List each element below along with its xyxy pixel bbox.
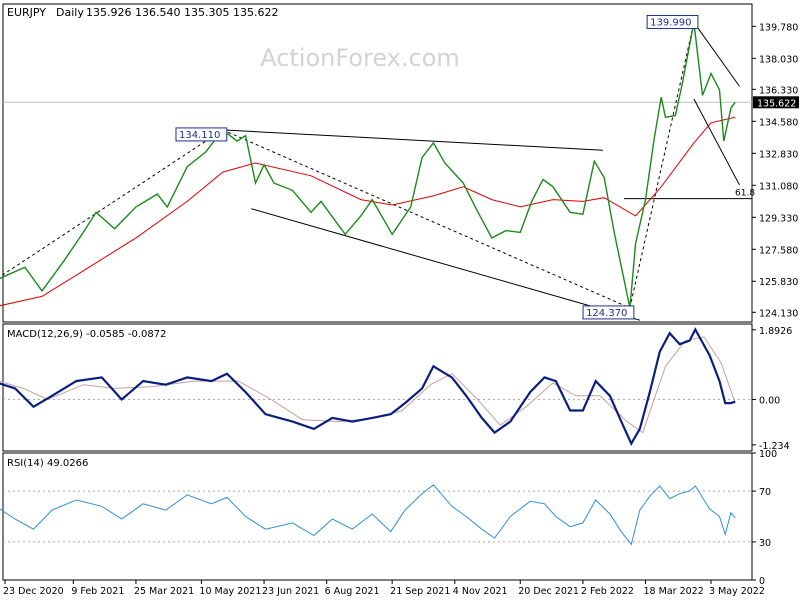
trendline: [693, 98, 740, 186]
trendline: [693, 22, 740, 87]
rsi-panel: RSI(14) 49.0266 100 70 30 0: [0, 449, 777, 587]
macd-axis: 1.8926 0.00 -1.234: [3, 326, 792, 452]
price-tick-label: 134.580: [759, 117, 798, 128]
macd-line: [0, 327, 736, 447]
dashed-trendline: [0, 129, 224, 278]
rsi-lines: [0, 484, 736, 546]
price-lines: 61.8: [0, 22, 755, 321]
date-tick-label: 6 Aug 2021: [325, 586, 380, 597]
price-annotation-label: 124.370: [586, 308, 627, 319]
price-tick-label: 131.080: [759, 181, 798, 192]
macd-panel-frame: [2, 323, 753, 452]
rsi-tick-label: 30: [759, 538, 771, 549]
macd-tick-label: -1.234: [759, 441, 790, 452]
price-tick-label: 136.330: [759, 85, 798, 96]
price-panel: ActionForex.com EURJPY Daily 135.926 136…: [0, 3, 799, 323]
price-tick-label: 132.830: [759, 149, 798, 160]
price-tick-label: 124.130: [759, 308, 798, 319]
current-price-label: 135.622: [757, 98, 796, 109]
price-annotation-box: [175, 127, 228, 142]
dashed-trendline: [222, 129, 631, 309]
price-annotation-box: [646, 14, 699, 29]
date-tick-label: 23 Jun 2021: [262, 586, 319, 597]
fib-level-label: 61.8: [735, 189, 755, 199]
price-panel-frame: [2, 3, 753, 323]
macd-signal-line: [0, 336, 736, 434]
watermark: ActionForex.com: [260, 44, 460, 72]
rsi-axis: 100 70 30 0: [3, 449, 777, 587]
price-annotation-label: 139.990: [650, 17, 691, 28]
macd-lines: [0, 327, 736, 447]
rsi-title: RSI(14) 49.0266: [7, 458, 88, 469]
date-tick-label: 9 Feb 2021: [71, 586, 124, 597]
price-line: [0, 22, 736, 309]
date-tick-label: 23 Dec 2020: [3, 586, 64, 597]
price-axis: 139.780 138.030 136.330 134.580 132.830 131.0…: [3, 22, 799, 319]
rsi-panel-frame: [2, 452, 753, 581]
ohlc-low: 135.305: [184, 6, 230, 19]
trendline: [251, 208, 640, 321]
price-tick-label: 138.030: [759, 54, 798, 65]
trendline: [222, 129, 603, 151]
rsi-tick-label: 100: [759, 449, 777, 460]
timeframe-label: Daily: [56, 6, 84, 19]
ohlc-close: 135.622: [233, 6, 279, 19]
date-tick-label: 25 Mar 2021: [134, 586, 194, 597]
price-tick-label: 125.830: [759, 277, 798, 288]
rsi-tick-label: 70: [759, 487, 771, 498]
ohlc-open: 135.926: [86, 6, 132, 19]
ohlc-high: 136.540: [135, 6, 181, 19]
price-tick-label: 139.780: [759, 22, 798, 33]
macd-tick-label: 1.8926: [759, 326, 792, 337]
date-tick-label: 21 Sep 2021: [390, 586, 450, 597]
moving-average-line: [0, 116, 736, 307]
date-tick-label: 18 Mar 2022: [644, 586, 704, 597]
dashed-trendline: [629, 22, 695, 309]
macd-panel: MACD(12,26,9) -0.0585 -0.0872 1.8926 0.00…: [0, 323, 792, 452]
rsi-line: [0, 484, 736, 546]
date-tick-label: 3 May 2022: [709, 586, 765, 597]
macd-title: MACD(12,26,9) -0.0585 -0.0872: [7, 329, 167, 340]
price-header: EURJPY Daily 135.926 136.540 135.305 135…: [7, 6, 279, 19]
price-annotation-label: 134.110: [179, 130, 220, 141]
date-tick-label: 4 Nov 2021: [453, 586, 508, 597]
current-price-badge: [753, 96, 799, 109]
date-tick-label: 10 May 2021: [199, 586, 261, 597]
macd-tick-label: 0.00: [759, 395, 780, 406]
price-annotations: 139.990 134.110 124.370: [175, 14, 699, 320]
price-annotation-box: [582, 305, 635, 320]
price-tick-label: 127.580: [759, 245, 798, 256]
date-axis: 23 Dec 2020 9 Feb 2021 25 Mar 2021 10 May 2…: [3, 580, 765, 597]
price-tick-label: 129.330: [759, 213, 798, 224]
symbol-label: EURJPY: [7, 6, 46, 19]
date-tick-label: 20 Dec 2021: [518, 586, 579, 597]
rsi-tick-label: 0: [759, 576, 765, 587]
date-tick-label: 2 Feb 2022: [581, 586, 634, 597]
